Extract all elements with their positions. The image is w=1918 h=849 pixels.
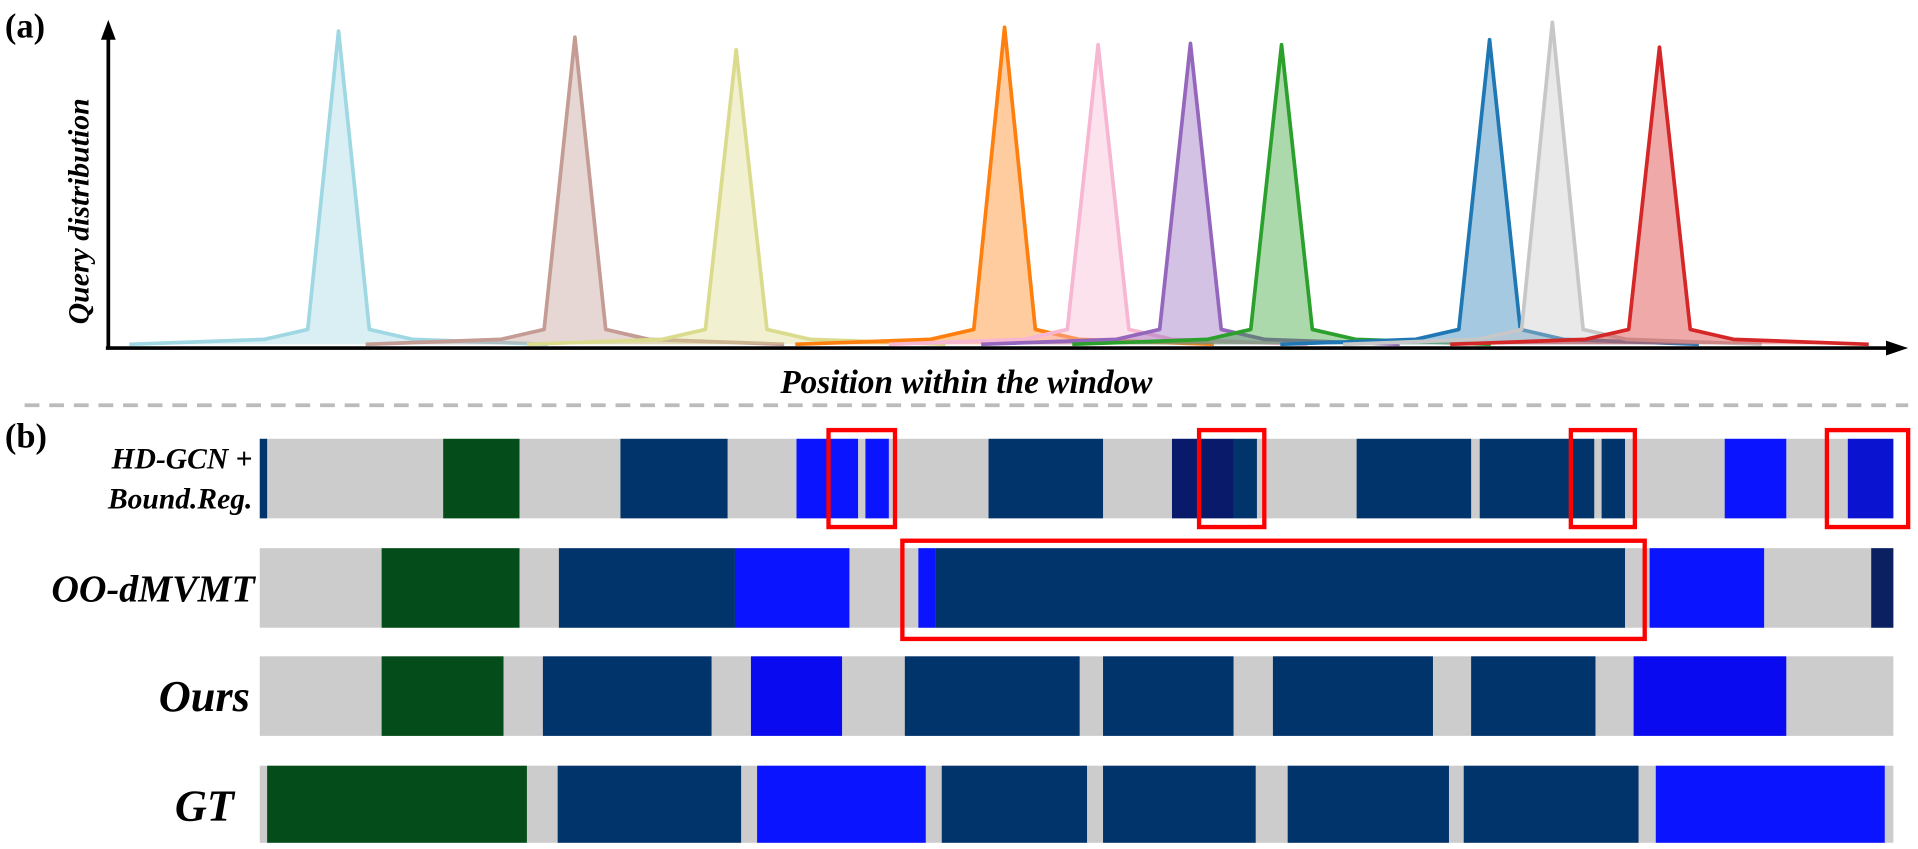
segment: [1463, 765, 1639, 843]
highlight-box: [1824, 427, 1911, 530]
peak-line: [981, 41, 1400, 347]
segment: [558, 548, 735, 628]
y-axis-label: Query distribution: [64, 98, 96, 324]
highlight-box: [1568, 427, 1638, 530]
peak-line: [526, 47, 946, 347]
segment: [734, 548, 850, 628]
segment: [1287, 765, 1449, 843]
segment: [757, 765, 926, 843]
segment: [542, 656, 712, 736]
peak-fill: [1072, 44, 1491, 345]
peak-fill: [888, 44, 1308, 345]
row-label: Bound.Reg.: [107, 483, 252, 515]
peak-line: [1343, 20, 1762, 347]
segment: [1103, 765, 1256, 843]
peak-line: [129, 29, 548, 347]
row-label: Ours: [159, 671, 250, 721]
x-axis-arrow: [1885, 340, 1909, 356]
row-label: OO-dMVMT: [51, 568, 256, 610]
highlight-box: [900, 538, 1647, 642]
segment: [941, 765, 1088, 843]
peak-fill: [526, 49, 946, 345]
peak-group: [129, 20, 1869, 347]
row-label: GT: [175, 780, 236, 830]
segment: [1724, 438, 1787, 519]
segment: [935, 548, 1626, 628]
peak-fill: [129, 31, 548, 345]
segment: [1171, 438, 1234, 519]
segment: [1471, 656, 1596, 736]
peak-fill: [365, 37, 785, 345]
segment: [267, 765, 527, 843]
segment: [620, 438, 728, 519]
highlight-box: [826, 427, 898, 530]
segment: [1655, 765, 1885, 843]
segment: [1356, 438, 1472, 519]
peak-fill: [1343, 22, 1762, 345]
segment: [1601, 438, 1626, 519]
peak-fill: [981, 43, 1400, 345]
segment: [443, 438, 520, 519]
panel-label: (b): [5, 417, 47, 455]
segment: [918, 548, 936, 628]
segment: [1649, 548, 1765, 628]
panel-label: (a): [5, 7, 45, 45]
segment: [381, 656, 504, 736]
peak-fill: [795, 27, 1214, 345]
peak-line: [1072, 42, 1491, 347]
segment: [904, 656, 1080, 736]
segment: [1633, 656, 1787, 736]
x-axis-label: Position within the window: [779, 364, 1153, 401]
peak-fill: [1450, 47, 1869, 345]
segment: [259, 438, 268, 519]
segment: [1479, 438, 1595, 519]
segment: [557, 765, 742, 843]
peak-line: [1450, 45, 1869, 347]
segment: [1233, 438, 1257, 519]
peak-fill: [1280, 39, 1699, 345]
segment: [1103, 656, 1234, 736]
segment: [1847, 438, 1894, 519]
bars: [259, 427, 1911, 843]
segment: [1871, 548, 1894, 628]
segment: [865, 438, 889, 519]
highlight-box: [1196, 427, 1267, 530]
segment: [988, 438, 1104, 519]
segment: [381, 548, 520, 628]
segment: [1272, 656, 1433, 736]
row-label: HD-GCN +: [111, 444, 253, 476]
segment: [750, 656, 843, 736]
y-axis-arrow: [100, 19, 116, 40]
